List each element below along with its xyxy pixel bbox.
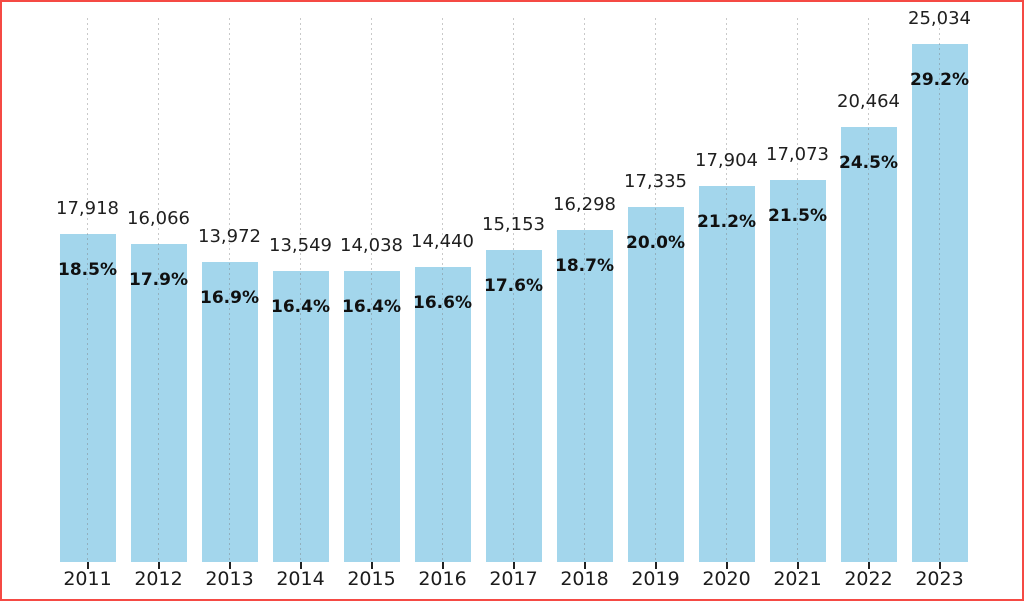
vertical-gridline <box>584 18 585 564</box>
bar-value-label: 25,034 <box>908 8 971 29</box>
bar-value-label: 13,549 <box>269 235 332 256</box>
bar-group: 17,904 21.2% 2020 <box>691 2 762 599</box>
bar-value-label: 17,918 <box>56 198 119 219</box>
x-axis-tick <box>299 562 302 569</box>
x-axis-label: 2023 <box>915 568 964 590</box>
bar-value-label: 14,440 <box>411 231 474 252</box>
x-axis-label: 2016 <box>418 568 467 590</box>
vertical-gridline <box>158 18 159 564</box>
bar-value-label: 14,038 <box>340 235 403 256</box>
bar <box>414 267 471 562</box>
vertical-gridline <box>442 18 443 564</box>
x-axis-tick <box>441 562 444 569</box>
x-axis-label: 2021 <box>773 568 822 590</box>
x-axis-label: 2019 <box>631 568 680 590</box>
bar <box>201 262 258 562</box>
bar <box>627 207 684 562</box>
x-axis-label: 2018 <box>560 568 609 590</box>
x-axis-tick <box>228 562 231 569</box>
bar-percent-label: 16.4% <box>342 297 401 317</box>
bar-percent-label: 16.9% <box>200 288 259 308</box>
x-axis-tick <box>583 562 586 569</box>
bar-percent-label: 16.4% <box>271 297 330 317</box>
bar-value-label: 20,464 <box>837 91 900 112</box>
bar-group: 17,335 20.0% 2019 <box>620 2 691 599</box>
bar <box>556 230 613 562</box>
bar-percent-label: 17.6% <box>484 276 543 296</box>
x-axis-tick <box>725 562 728 569</box>
x-axis-label: 2022 <box>844 568 893 590</box>
bar-group: 16,298 18.7% 2018 <box>549 2 620 599</box>
bar-percent-label: 18.5% <box>58 260 117 280</box>
vertical-gridline <box>229 18 230 564</box>
bar-group: 17,918 18.5% 2011 <box>52 2 123 599</box>
bar-value-label: 17,904 <box>695 150 758 171</box>
vertical-gridline <box>726 18 727 564</box>
bar <box>485 250 542 562</box>
bar-group: 16,066 17.9% 2012 <box>123 2 194 599</box>
bar-group: 13,972 16.9% 2013 <box>194 2 265 599</box>
x-axis-tick <box>796 562 799 569</box>
bar-group: 14,440 16.6% 2016 <box>407 2 478 599</box>
bar <box>911 44 968 562</box>
bar <box>59 234 116 562</box>
vertical-gridline <box>939 18 940 564</box>
bar-group: 14,038 16.4% 2015 <box>336 2 407 599</box>
vertical-gridline <box>797 18 798 564</box>
bar-value-label: 15,153 <box>482 214 545 235</box>
bar <box>343 271 400 562</box>
x-axis-tick <box>938 562 941 569</box>
bar <box>272 271 329 562</box>
bar-group: 17,073 21.5% 2021 <box>762 2 833 599</box>
bar-value-label: 13,972 <box>198 226 261 247</box>
bar-percent-label: 20.0% <box>626 233 685 253</box>
vertical-gridline <box>868 18 869 564</box>
x-axis-label: 2014 <box>276 568 325 590</box>
bar <box>698 186 755 562</box>
bar <box>840 127 897 562</box>
vertical-gridline <box>300 18 301 564</box>
bar-group: 13,549 16.4% 2014 <box>265 2 336 599</box>
vertical-gridline <box>87 18 88 564</box>
x-axis-tick <box>867 562 870 569</box>
vertical-gridline <box>655 18 656 564</box>
x-axis-tick <box>157 562 160 569</box>
bar-value-label: 16,298 <box>553 194 616 215</box>
bar-percent-label: 18.7% <box>555 256 614 276</box>
x-axis-label: 2017 <box>489 568 538 590</box>
x-axis-label: 2012 <box>134 568 183 590</box>
x-axis-label: 2013 <box>205 568 254 590</box>
x-axis-tick <box>654 562 657 569</box>
bar-percent-label: 21.5% <box>768 206 827 226</box>
x-axis-label: 2020 <box>702 568 751 590</box>
bar-group: 15,153 17.6% 2017 <box>478 2 549 599</box>
bar <box>130 244 187 562</box>
bar-group: 20,464 24.5% 2022 <box>833 2 904 599</box>
bar-percent-label: 24.5% <box>839 153 898 173</box>
bar-percent-label: 21.2% <box>697 212 756 232</box>
bar-value-label: 17,335 <box>624 171 687 192</box>
bar-percent-label: 29.2% <box>910 70 969 90</box>
x-axis-tick <box>512 562 515 569</box>
bar-group: 25,034 29.2% 2023 <box>904 2 975 599</box>
bar-value-label: 16,066 <box>127 208 190 229</box>
x-axis-tick <box>370 562 373 569</box>
bar-percent-label: 17.9% <box>129 270 188 290</box>
x-axis-tick <box>86 562 89 569</box>
vertical-gridline <box>371 18 372 564</box>
x-axis-label: 2011 <box>63 568 112 590</box>
bar <box>769 180 826 562</box>
bar-value-label: 17,073 <box>766 144 829 165</box>
vertical-gridline <box>513 18 514 564</box>
x-axis-label: 2015 <box>347 568 396 590</box>
bar-percent-label: 16.6% <box>413 293 472 313</box>
